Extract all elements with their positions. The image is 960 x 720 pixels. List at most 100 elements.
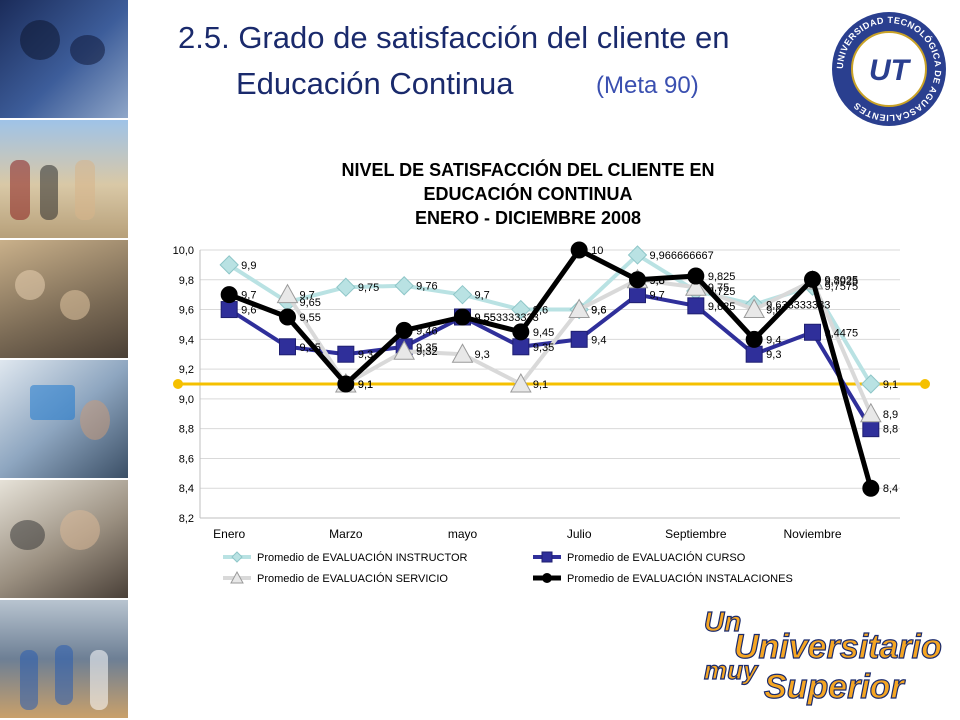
data-point-servicio: [276, 283, 299, 304]
data-point-servicio: [393, 340, 416, 360]
data-label-curso: 9,35: [533, 342, 554, 354]
y-tick-label: 9,0: [179, 394, 194, 406]
legend-marker: [231, 551, 243, 563]
data-label-servicio: 9,7925: [825, 276, 859, 288]
chart-title-line-1: NIVEL DE SATISFACCIÓN DEL CLIENTE EN: [341, 159, 714, 180]
satisfaction-chart: NIVEL DE SATISFACCIÓN DEL CLIENTE EN EDU…: [173, 159, 930, 585]
slogan-line-2: Universitario: [734, 628, 942, 666]
data-point-servicio: [684, 276, 707, 296]
data-label-instructor: 9,6: [591, 305, 606, 317]
data-point-instalaciones: [570, 241, 588, 259]
data-point-servicio: [451, 343, 474, 363]
x-tick-label: Septiembre: [665, 527, 727, 541]
photo-classroom: [0, 240, 128, 360]
data-point-curso: [220, 301, 238, 319]
data-point-curso: [629, 286, 646, 304]
legend-marker: [541, 551, 553, 563]
y-tick-label: 9,6: [179, 305, 194, 317]
data-point-instalaciones: [337, 375, 355, 393]
goal-label: (Meta 90): [596, 72, 699, 99]
data-label-instalaciones: 9,825: [708, 271, 736, 283]
data-label-servicio: 9,7: [300, 290, 315, 302]
data-point-servicio: [859, 402, 882, 423]
data-label-instalaciones: 8,4: [883, 483, 898, 495]
slogan: Un Universitario muy Superior: [703, 605, 942, 706]
legend-label: Promedio de EVALUACIÓN INSTALACIONES: [567, 572, 793, 585]
data-label-curso: 9,7: [650, 290, 665, 302]
photo-lab-students: [0, 480, 128, 600]
data-point-instructor: [627, 245, 648, 265]
legend-item-instalaciones: Promedio de EVALUACIÓN INSTALACIONES: [533, 572, 793, 585]
data-label-curso: 9,55: [475, 312, 496, 324]
data-point-servicio: [743, 298, 766, 319]
data-label-curso: 9,4475: [825, 327, 859, 339]
data-label-instructor: 9,65: [300, 297, 321, 309]
x-tick-label: Marzo: [329, 527, 363, 541]
data-point-instalaciones: [220, 286, 238, 304]
data-label-instructor: 9,75: [358, 282, 379, 294]
legend-item-instructor: Promedio de EVALUACIÓN INSTRUCTOR: [223, 551, 468, 564]
photo-basketball: [0, 600, 128, 720]
series-line-instructor: [228, 252, 873, 386]
data-point-instalaciones: [629, 271, 646, 289]
slogan-line-3: muy: [704, 655, 759, 685]
y-tick-label: 9,2: [179, 364, 194, 376]
data-label-servicio: 9,1: [533, 379, 548, 391]
slide-title: 2.5. Grado de satisfacción del cliente e…: [178, 20, 730, 55]
data-label-curso: 9,3: [766, 349, 781, 361]
legend-label: Promedio de EVALUACIÓN CURSO: [567, 551, 746, 564]
data-label-curso: 8,8: [883, 424, 898, 436]
logo-inner-disc: [851, 31, 927, 107]
data-point-instalaciones: [279, 308, 296, 326]
side-photo-strip: [0, 0, 128, 720]
x-tick-label: Noviembre: [783, 527, 841, 541]
data-label-instalaciones: 9,1: [358, 379, 373, 391]
data-label-instalaciones: 9,46: [416, 325, 437, 337]
chart-title-line-3: ENERO - DICIEMBRE 2008: [415, 208, 641, 228]
x-tick-label: mayo: [448, 527, 478, 541]
y-tick-label: 8,8: [179, 424, 194, 436]
y-tick-label: 9,8: [179, 275, 194, 287]
data-point-curso: [279, 338, 296, 356]
y-tick-label: 9,4: [179, 334, 194, 346]
data-label-instructor: 9,1: [883, 379, 898, 391]
x-tick-label: Julio: [567, 527, 592, 541]
data-point-instructor: [511, 299, 531, 320]
data-point-curso: [687, 297, 705, 315]
data-point-instructor: [394, 276, 414, 296]
data-label-instructor: 9,966666667: [650, 250, 714, 262]
data-point-servicio: [568, 298, 591, 319]
photo-students-walking: [0, 120, 128, 240]
y-tick-label: 8,6: [179, 453, 194, 465]
data-point-instalaciones: [454, 308, 471, 326]
data-label-instalaciones: 9,45: [533, 327, 554, 339]
data-point-curso: [512, 338, 530, 356]
data-label-servicio: 9,75: [708, 282, 729, 294]
data-label-servicio: 9,6: [591, 305, 606, 317]
data-label-instructor: 9,7575: [825, 281, 859, 293]
legend-item-curso: Promedio de EVALUACIÓN CURSO: [533, 551, 746, 564]
legend-item-servicio: Promedio de EVALUACIÓN SERVICIO: [223, 570, 448, 585]
legend-marker: [542, 573, 552, 583]
data-label-servicio: 9,3: [475, 349, 490, 361]
y-tick-label: 8,2: [179, 513, 194, 525]
data-label-servicio: 8,9: [883, 409, 898, 421]
data-point-curso: [745, 345, 763, 363]
data-label-instalaciones: 9,8025: [825, 274, 859, 286]
data-label-instructor: 9,725: [708, 286, 736, 298]
data-label-instalaciones: 9,553333333: [475, 312, 539, 324]
data-label-instructor: 9,7: [475, 290, 490, 302]
data-label-curso: 9,6: [241, 305, 256, 317]
slide-subtitle: Educación Continua: [236, 66, 514, 101]
data-point-instalaciones: [862, 479, 880, 497]
data-label-curso: 9,625: [708, 301, 736, 313]
data-label-servicio: 9,8: [650, 275, 665, 287]
data-label-curso: 9,3: [358, 349, 373, 361]
series-line-curso: [228, 292, 873, 430]
data-point-instructor: [861, 374, 881, 394]
chart-title-line-2: EDUCACIÓN CONTINUA: [424, 183, 633, 204]
goal-line-start-marker: [173, 379, 183, 389]
y-tick-label: 8,4: [179, 483, 194, 495]
data-point-instructor: [219, 255, 239, 275]
data-label-instalaciones: 9,8: [650, 275, 665, 287]
